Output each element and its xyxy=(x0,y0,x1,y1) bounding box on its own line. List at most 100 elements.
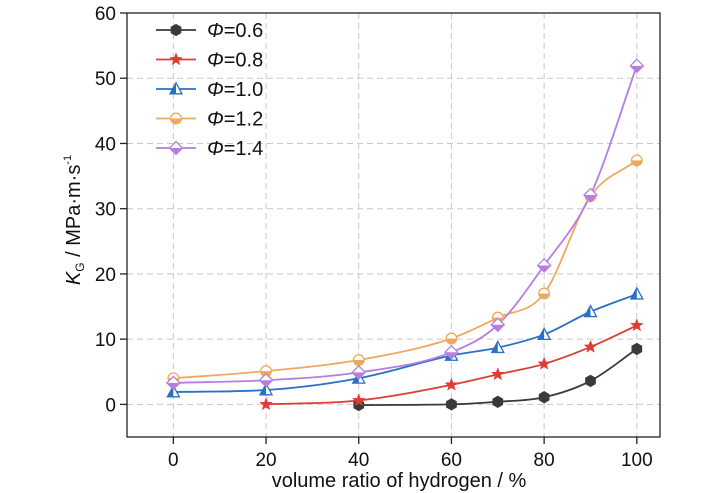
plot-frame xyxy=(126,12,661,438)
star-marker-shape xyxy=(169,52,183,66)
data-point xyxy=(585,374,596,388)
series-line xyxy=(173,293,638,393)
star-marker-shape xyxy=(351,393,366,407)
data-point xyxy=(445,332,458,345)
star-marker-shape xyxy=(583,339,598,353)
data-point xyxy=(444,377,459,391)
x-tick-label: 60 xyxy=(441,450,462,471)
data-point xyxy=(538,287,551,300)
circle-marker-fill xyxy=(446,338,457,344)
legend-value: =0.8 xyxy=(224,50,263,72)
x-tick-label: 0 xyxy=(168,450,179,471)
legend-value: =0.6 xyxy=(224,20,263,42)
hexagon-marker-shape xyxy=(631,342,643,356)
legend-symbol: Φ xyxy=(207,79,224,101)
legend-label: Φ=0.6 xyxy=(207,20,263,42)
legend-value: =1.4 xyxy=(224,138,263,160)
y-axis-subscript: G xyxy=(73,262,87,271)
star-marker-shape xyxy=(629,318,644,332)
y-tick-labels: 0 10 20 30 40 50 60 xyxy=(95,4,116,416)
diamond-marker-fill xyxy=(259,380,273,387)
triangle-marker-fill xyxy=(491,341,498,353)
legend-symbol: Φ xyxy=(207,20,224,42)
diamond-marker-fill xyxy=(169,148,183,155)
legend-item: Φ=0.8 xyxy=(156,50,263,72)
y-tick-label: 60 xyxy=(95,4,116,25)
y-axis-title: KG / MPa·m·s-1 xyxy=(62,155,87,285)
x-tick-label: 80 xyxy=(534,450,555,471)
data-point xyxy=(631,342,643,356)
axis-ticks xyxy=(120,12,638,444)
data-point xyxy=(444,344,459,360)
x-tick-labels: 0 20 40 60 80 100 xyxy=(168,450,653,471)
data-point xyxy=(629,318,644,332)
legend-value: =1.2 xyxy=(224,109,263,131)
legend-label: Φ=1.4 xyxy=(207,138,263,160)
legend-label: Φ=1.0 xyxy=(207,79,263,101)
data-point xyxy=(538,391,550,404)
circle-marker-fill xyxy=(353,360,365,366)
star-marker-shape xyxy=(259,397,273,411)
series-line xyxy=(173,159,638,380)
legend-symbol: Φ xyxy=(207,109,224,131)
data-point xyxy=(537,356,551,370)
data-point xyxy=(583,304,598,318)
data-point xyxy=(165,375,181,391)
circle-marker-fill xyxy=(170,118,182,124)
x-tick-label: 100 xyxy=(621,450,653,471)
legend-item: Φ=1.4 xyxy=(156,138,263,160)
y-tick-label: 0 xyxy=(105,395,116,416)
x-tick-label: 20 xyxy=(255,450,276,471)
triangle-marker-fill xyxy=(260,383,267,395)
data-point xyxy=(629,58,645,74)
diamond-marker-fill xyxy=(166,382,180,390)
hexagon-marker-shape xyxy=(492,395,504,408)
legend-value: =1.0 xyxy=(224,79,263,101)
hexagon-marker-shape xyxy=(585,374,596,388)
y-axis-unit: / MPa·m·s xyxy=(63,165,85,263)
x-axis-title: volume ratio of hydrogen / % xyxy=(272,470,527,492)
hexagon-marker-shape xyxy=(538,391,550,404)
y-tick-label: 40 xyxy=(95,134,116,155)
y-axis-superscript: -1 xyxy=(62,155,74,165)
legend-swatch-marker xyxy=(168,140,184,156)
legend-swatch-marker xyxy=(170,23,182,37)
star-marker-shape xyxy=(537,356,551,370)
legend-symbol: Φ xyxy=(207,138,224,160)
data-point xyxy=(583,339,598,353)
data-point xyxy=(258,382,274,396)
legend-item: Φ=0.6 xyxy=(156,20,263,42)
series-markers xyxy=(165,58,645,412)
data-point xyxy=(629,286,644,300)
data-point xyxy=(492,395,504,408)
circle-marker-fill xyxy=(538,293,550,299)
y-tick-label: 50 xyxy=(95,69,116,90)
star-marker-shape xyxy=(490,367,505,381)
data-point xyxy=(537,327,552,341)
diamond-marker-fill xyxy=(352,372,366,379)
y-tick-label: 20 xyxy=(95,265,116,286)
data-point xyxy=(490,317,506,333)
diamond-marker-fill xyxy=(583,194,597,202)
legend: Φ=0.6Φ=0.8Φ=1.0Φ=1.2Φ=1.4 xyxy=(156,20,263,160)
legend-item: Φ=1.2 xyxy=(156,109,263,131)
y-tick-label: 10 xyxy=(95,330,116,351)
data-point xyxy=(490,367,505,381)
legend-label: Φ=1.2 xyxy=(207,109,263,131)
data-point xyxy=(259,397,273,411)
legend-item: Φ=1.0 xyxy=(156,79,263,101)
legend-swatch-marker xyxy=(168,81,184,95)
diamond-marker-fill xyxy=(537,265,551,272)
diamond-marker-fill xyxy=(630,65,644,73)
x-tick-label: 40 xyxy=(348,450,369,471)
triangle-marker-fill xyxy=(538,328,545,340)
triangle-marker-fill xyxy=(630,287,637,299)
legend-symbol: Φ xyxy=(207,50,224,72)
data-point xyxy=(446,398,457,411)
hexagon-marker-shape xyxy=(446,398,457,411)
y-tick-label: 30 xyxy=(95,200,116,221)
data-point xyxy=(351,393,366,407)
triangle-marker-fill xyxy=(584,305,591,317)
legend-label: Φ=0.8 xyxy=(207,50,263,72)
diamond-marker-fill xyxy=(444,352,458,359)
